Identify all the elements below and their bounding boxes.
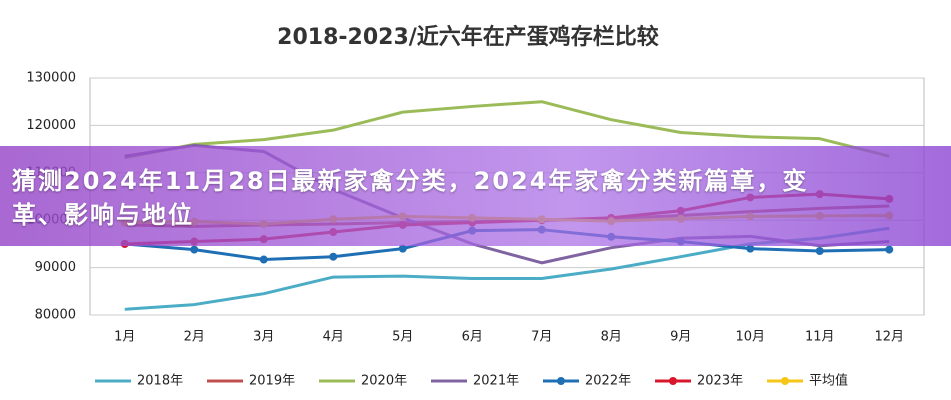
x-tick-label: 10月 (735, 330, 765, 345)
legend-marker (557, 377, 565, 385)
x-tick-label: 9月 (670, 330, 691, 345)
y-tick-label: 90000 (35, 260, 76, 275)
x-tick-label: 5月 (392, 330, 413, 345)
point-marker (885, 245, 894, 254)
y-tick-label: 130000 (26, 71, 76, 86)
point-marker (259, 255, 268, 264)
point-marker (190, 245, 199, 254)
x-tick-label: 12月 (874, 330, 904, 345)
legend-label: 2020年 (361, 374, 407, 389)
x-tick-label: 3月 (253, 330, 274, 345)
x-tick-label: 6月 (462, 330, 483, 345)
y-tick-label: 120000 (26, 118, 76, 133)
x-tick-label: 11月 (805, 330, 835, 345)
x-tick-label: 8月 (601, 330, 622, 345)
legend-label: 平均值 (809, 373, 848, 389)
legend-marker (669, 377, 677, 385)
legend-label: 2023年 (697, 374, 743, 389)
headline-banner (0, 146, 951, 246)
legend-label: 2021年 (473, 374, 519, 389)
point-marker (815, 247, 824, 256)
legend-label: 2022年 (585, 374, 631, 389)
point-marker (398, 244, 407, 253)
point-marker (746, 244, 755, 253)
legend-label: 2018年 (137, 374, 183, 389)
x-tick-label: 7月 (531, 330, 552, 345)
headline[interactable]: 猜测2024年11月28日最新家禽分类，2024年家禽分类新篇章，变革、影响与地… (12, 167, 809, 229)
y-tick-label: 80000 (35, 308, 76, 323)
chart-title: 2018-2023/近六年在产蛋鸡存栏比较 (277, 24, 659, 50)
x-tick-label: 2月 (184, 330, 205, 345)
series-line (124, 100, 890, 160)
x-tick-label: 4月 (323, 330, 344, 345)
point-marker (329, 252, 338, 261)
legend-label: 2019年 (249, 374, 295, 389)
legend-marker (781, 377, 789, 385)
x-tick-label: 1月 (114, 330, 135, 345)
